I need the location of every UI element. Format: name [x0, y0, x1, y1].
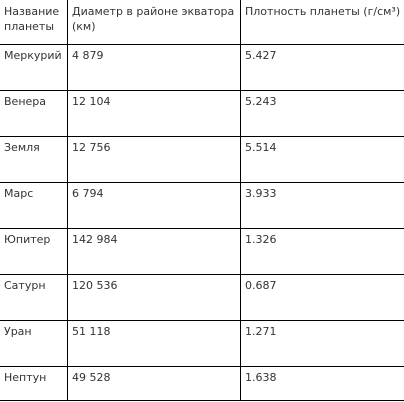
table-row: Меркурий 4 879 5.427: [0, 44, 404, 91]
diameter-cell: 120 536: [67, 274, 241, 321]
table-row: Земля 12 756 5.514: [0, 136, 404, 183]
header-density: Плотность планеты (г/см³): [240, 0, 404, 45]
planet-name-cell: Марс: [0, 182, 68, 229]
table-row: Венера 12 104 5.243: [0, 90, 404, 137]
density-cell: 5.427: [240, 44, 404, 91]
planet-name-cell: Земля: [0, 136, 68, 183]
table-row: Юпитер 142 984 1.326: [0, 228, 404, 275]
planet-name-cell: Сатурн: [0, 274, 68, 321]
planet-name-cell: Нептун: [0, 366, 68, 401]
table-row: Уран 51 118 1.271: [0, 320, 404, 367]
table-row: Марс 6 794 3.933: [0, 182, 404, 229]
diameter-cell: 51 118: [67, 320, 241, 367]
density-cell: 0.687: [240, 274, 404, 321]
diameter-cell: 49 528: [67, 366, 241, 401]
density-cell: 1.638: [240, 366, 404, 401]
table-row: Сатурн 120 536 0.687: [0, 274, 404, 321]
table-header-row: Название планеты Диаметр в районе эквато…: [0, 0, 404, 45]
density-cell: 3.933: [240, 182, 404, 229]
planet-name-cell: Меркурий: [0, 44, 68, 91]
density-cell: 1.326: [240, 228, 404, 275]
planet-name-cell: Уран: [0, 320, 68, 367]
density-cell: 5.514: [240, 136, 404, 183]
diameter-cell: 4 879: [67, 44, 241, 91]
diameter-cell: 12 756: [67, 136, 241, 183]
header-diameter: Диаметр в районе экватора (км): [67, 0, 241, 45]
planet-name-cell: Юпитер: [0, 228, 68, 275]
diameter-cell: 142 984: [67, 228, 241, 275]
diameter-cell: 6 794: [67, 182, 241, 229]
density-cell: 1.271: [240, 320, 404, 367]
table-row: Нептун 49 528 1.638: [0, 366, 404, 401]
planet-name-cell: Венера: [0, 90, 68, 137]
diameter-cell: 12 104: [67, 90, 241, 137]
header-planet-name: Название планеты: [0, 0, 68, 45]
density-cell: 5.243: [240, 90, 404, 137]
